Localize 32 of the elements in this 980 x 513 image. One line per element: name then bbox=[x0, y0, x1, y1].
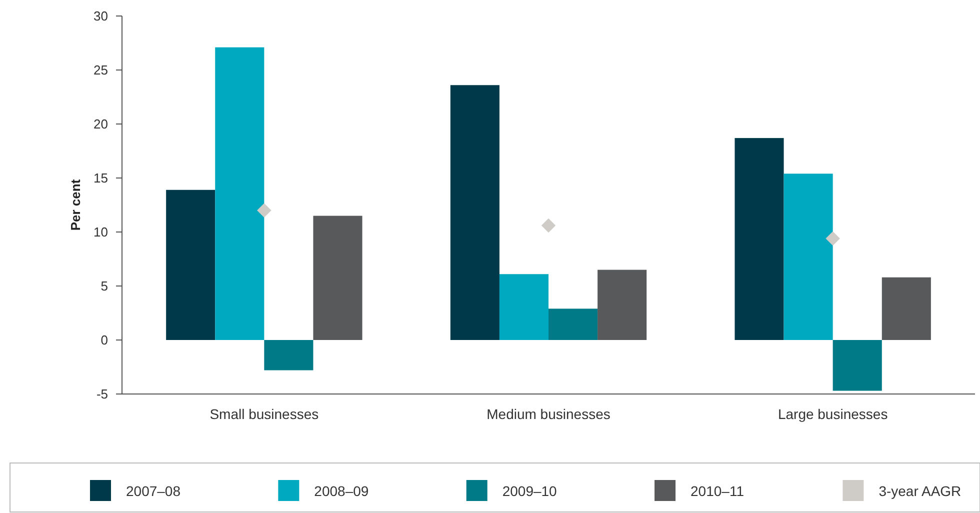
bar bbox=[784, 174, 833, 340]
point bbox=[826, 231, 840, 246]
y-tick-label: 0 bbox=[100, 332, 108, 348]
bar bbox=[598, 270, 647, 340]
x-tick-label: Medium businesses bbox=[486, 406, 610, 422]
y-tick-label: 10 bbox=[94, 224, 108, 240]
y-tick-label: 20 bbox=[94, 116, 108, 132]
bar bbox=[264, 340, 314, 370]
point bbox=[257, 203, 272, 218]
x-tick-label: Large businesses bbox=[778, 406, 888, 422]
bar bbox=[499, 274, 548, 340]
y-tick-label: 25 bbox=[94, 62, 108, 78]
bar bbox=[882, 277, 931, 340]
bar bbox=[832, 340, 882, 391]
bar bbox=[450, 85, 500, 340]
bar bbox=[215, 47, 264, 340]
legend-label: 2008–09 bbox=[314, 482, 369, 499]
point bbox=[541, 218, 556, 233]
x-tick-label: Small businesses bbox=[210, 406, 319, 422]
legend-label: 2007–08 bbox=[126, 482, 181, 499]
y-axis-title: Per cent bbox=[68, 178, 83, 231]
y-tick-label: -5 bbox=[96, 386, 108, 402]
y-tick-label: 30 bbox=[94, 8, 108, 24]
y-tick-label: 5 bbox=[100, 278, 108, 294]
bar bbox=[166, 190, 216, 340]
y-tick-label: 15 bbox=[94, 170, 108, 186]
legend-label: 2009–10 bbox=[502, 482, 558, 499]
bar bbox=[548, 308, 598, 340]
bar bbox=[734, 138, 784, 340]
legend-label: 2010–11 bbox=[690, 482, 744, 499]
legend-label: 3-year AAGR bbox=[878, 482, 962, 499]
bar bbox=[313, 216, 362, 340]
